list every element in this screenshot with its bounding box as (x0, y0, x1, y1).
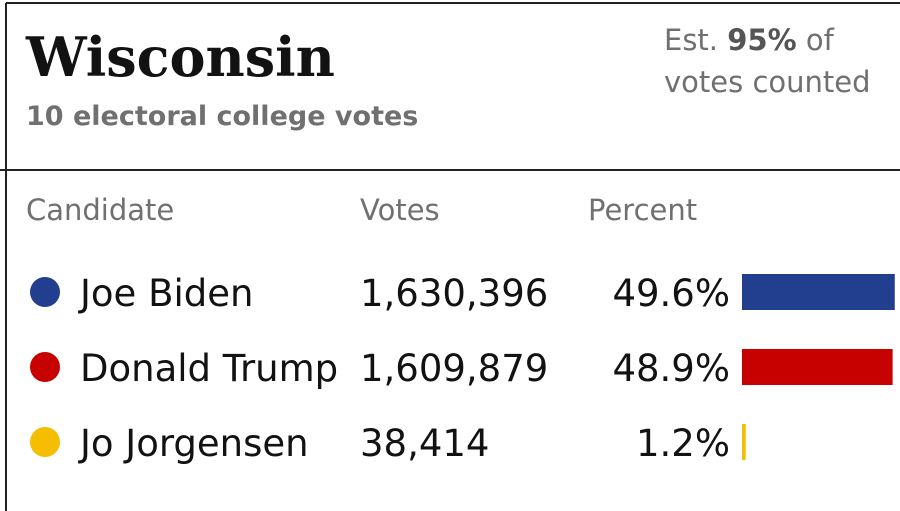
candidate-dot (30, 277, 60, 307)
estimate-share: 95% (727, 23, 796, 57)
candidate-name: Joe Biden (78, 272, 253, 315)
column-header: Candidate (26, 193, 174, 227)
estimate-line-2: votes counted (664, 65, 871, 99)
estimate-suffix: of (806, 23, 835, 57)
candidate-dot (30, 352, 60, 382)
percent-bar (742, 274, 895, 310)
percent-bar (742, 349, 893, 385)
candidate-dot (30, 427, 60, 457)
vote-count: 38,414 (360, 422, 489, 465)
vote-count: 1,609,879 (360, 347, 548, 390)
percent-label: 49.6% (612, 272, 730, 315)
estimate-line-1: Est. 95% of (664, 23, 835, 57)
candidate-name: Jo Jorgensen (78, 422, 309, 465)
column-header: Percent (588, 193, 697, 227)
title: Wisconsin (25, 25, 335, 89)
percent-label: 48.9% (612, 347, 730, 390)
percent-bar (742, 424, 746, 460)
candidate-name: Donald Trump (80, 347, 338, 390)
vote-count: 1,630,396 (360, 272, 548, 315)
subtitle: 10 electoral college votes (26, 101, 418, 132)
percent-label: 1.2% (636, 422, 730, 465)
estimate-prefix: Est. (664, 23, 718, 57)
column-header: Votes (360, 193, 440, 227)
